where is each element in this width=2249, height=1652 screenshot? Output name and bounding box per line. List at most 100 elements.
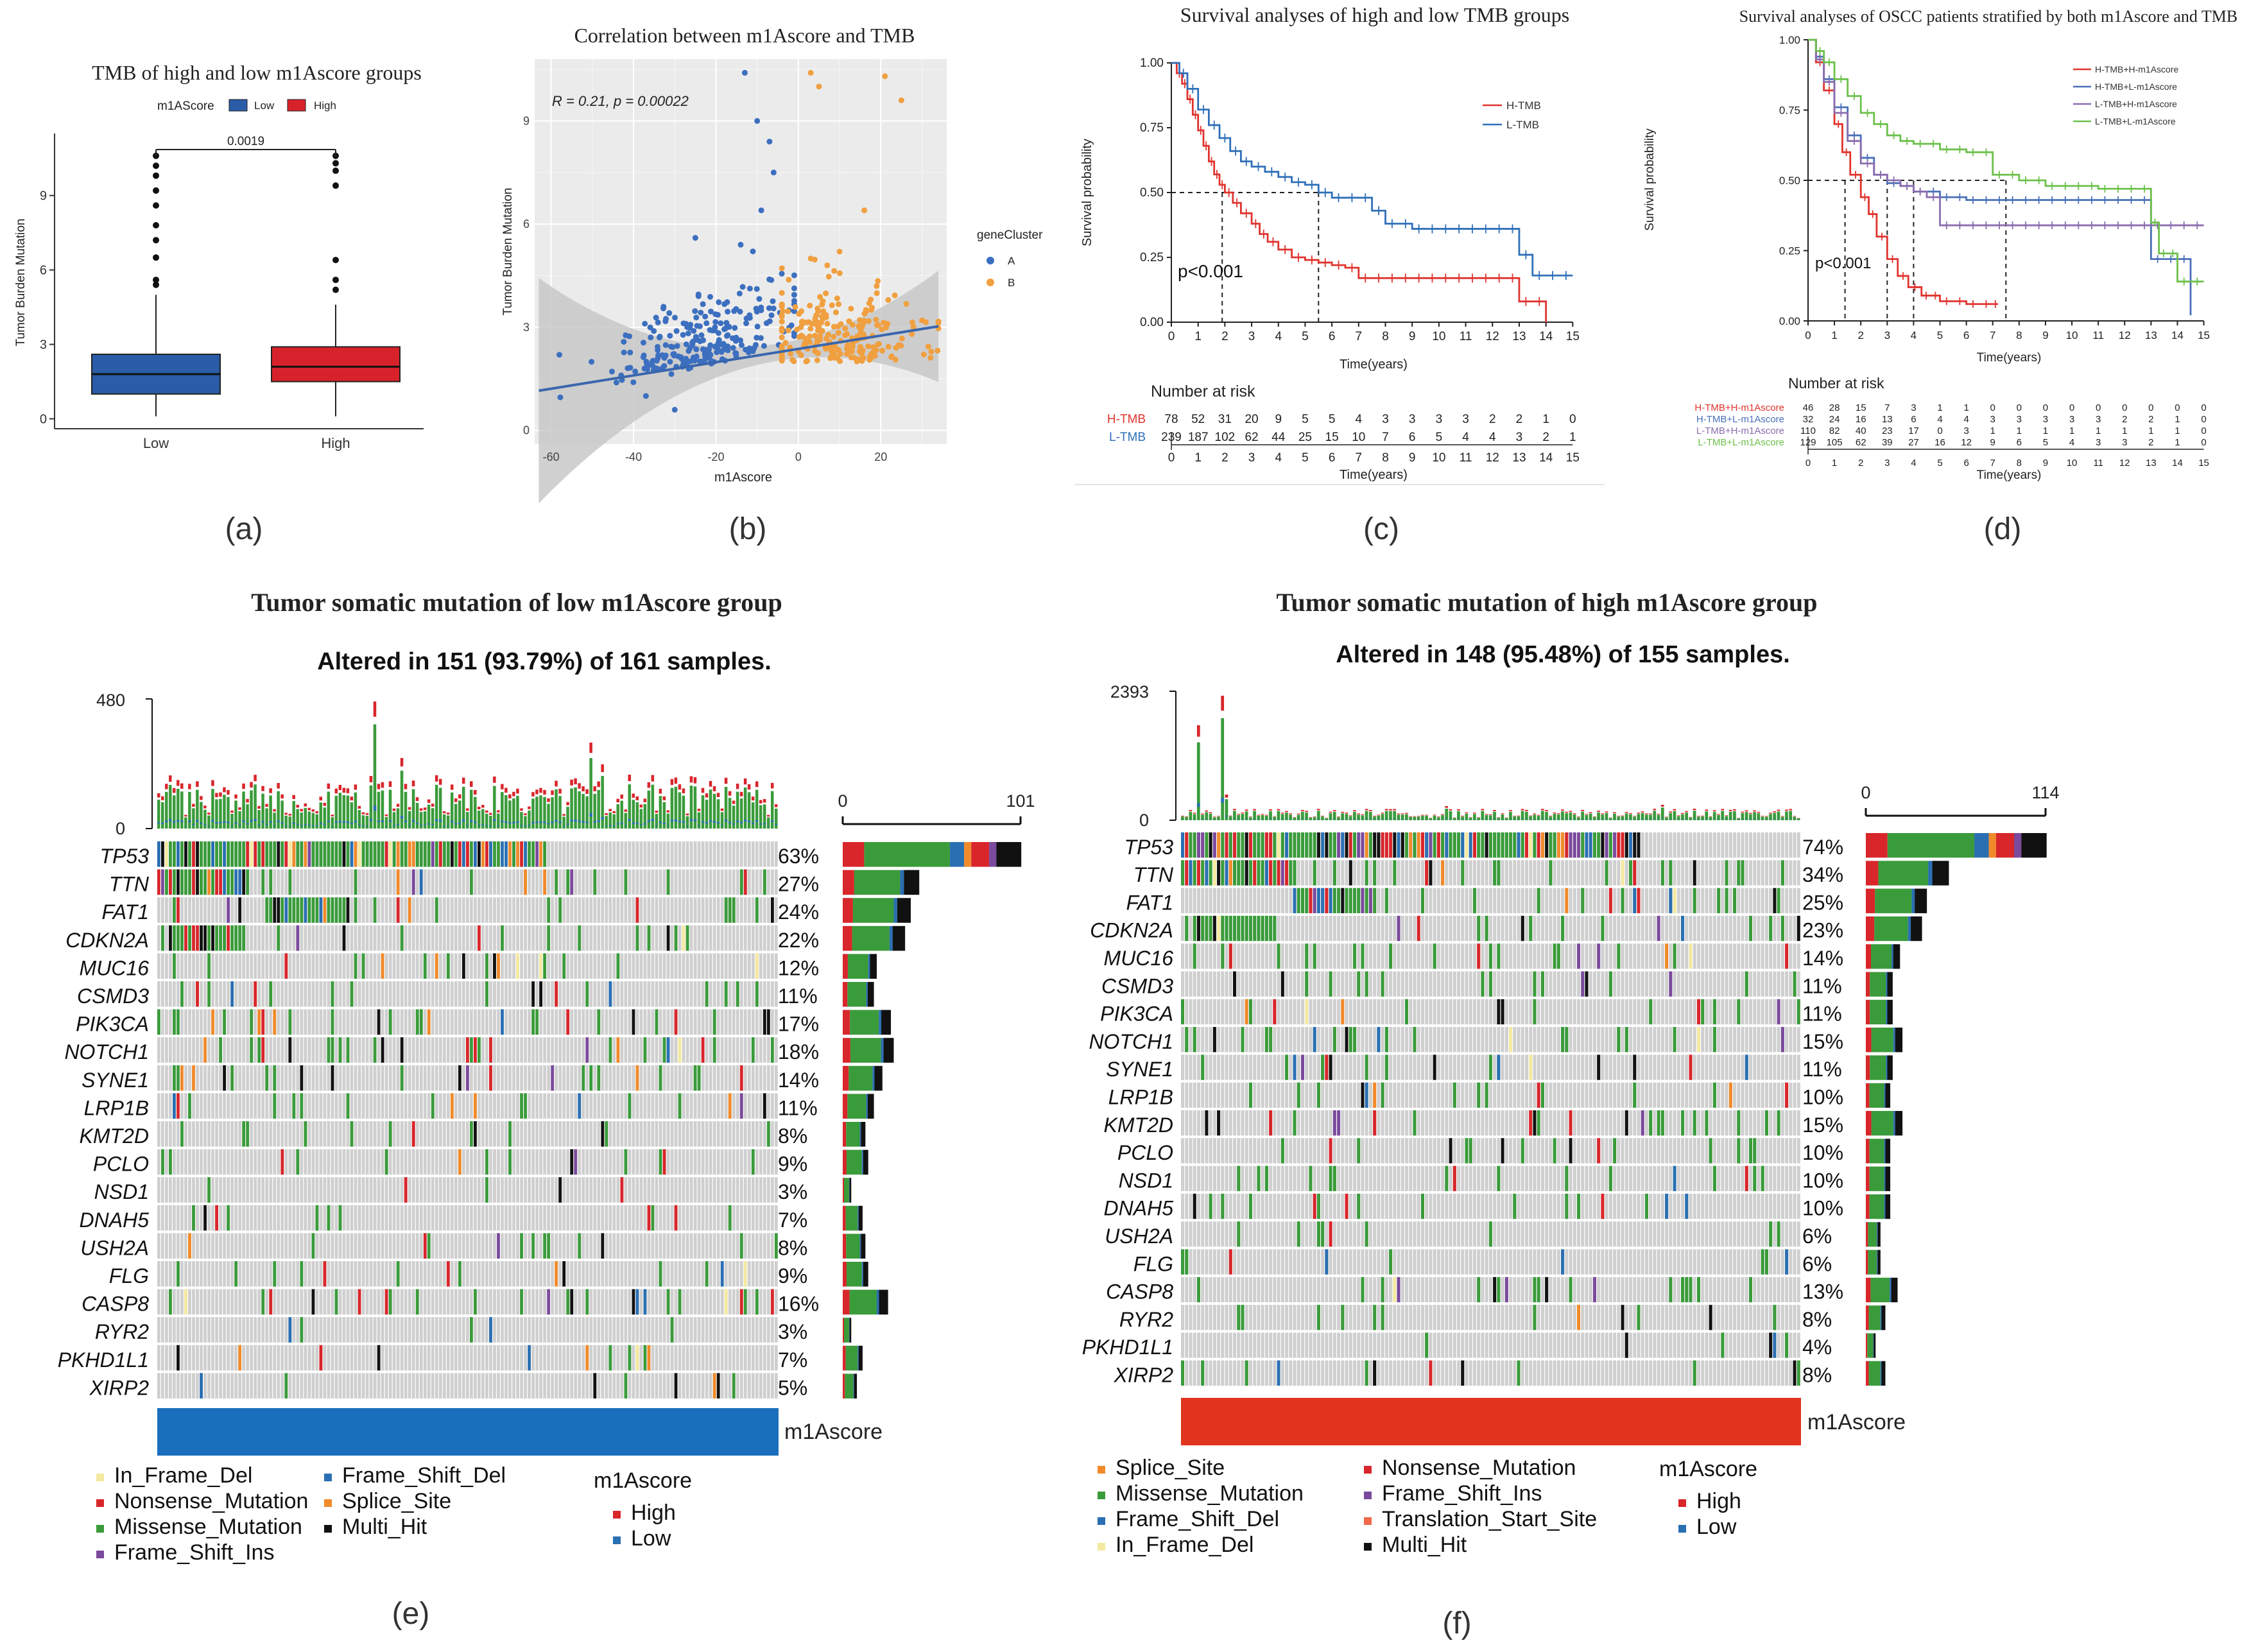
grid-cell	[555, 897, 558, 923]
risk-xtick-label: 0	[1168, 451, 1175, 465]
grid-cell	[689, 1037, 693, 1063]
legend-label: H-TMB+H-m1Ascore	[2095, 64, 2179, 74]
grid-cell	[242, 1261, 246, 1287]
grid-cell	[435, 1205, 438, 1231]
panel-e-subtitle: Altered in 151 (93.79%) of 161 samples.	[317, 648, 771, 675]
tmb-bar-segment	[774, 824, 778, 825]
grid-cell	[223, 1037, 227, 1063]
grid-cell	[438, 1009, 442, 1035]
grid-cell	[350, 1261, 354, 1287]
point-B	[836, 248, 843, 255]
tmb-bar-segment	[759, 805, 763, 829]
grid-cell	[635, 1037, 639, 1063]
grid-cell	[207, 1065, 211, 1091]
grid-cell	[200, 1317, 203, 1343]
grid-cell	[759, 1205, 763, 1231]
grid-cell	[323, 1065, 327, 1091]
grid-cell	[551, 1233, 555, 1259]
grid-cell	[709, 1121, 712, 1147]
tmb-bar-segment	[277, 783, 280, 789]
grid-cell	[307, 981, 311, 1007]
grid-cell	[558, 1345, 562, 1371]
grid-cell	[334, 1317, 338, 1343]
grid-cell	[639, 841, 643, 867]
mutation-cell	[666, 925, 670, 951]
grid-cell	[411, 897, 415, 923]
grid-cell	[608, 1261, 612, 1287]
mutation-cell	[458, 841, 461, 867]
grid-cell	[531, 1289, 535, 1315]
grid-cell	[334, 1373, 338, 1398]
xtick-label: 13	[2145, 329, 2157, 341]
grid-cell	[489, 1009, 492, 1035]
tmb-bar-segment	[304, 807, 307, 829]
grid-cell	[277, 1233, 280, 1259]
grid-cell	[574, 1205, 578, 1231]
grid-cell	[342, 1177, 346, 1203]
grid-cell	[751, 1205, 755, 1231]
mutation-cell	[223, 869, 227, 895]
grid-cell	[242, 1065, 246, 1091]
grid-cell	[230, 1317, 234, 1343]
point-B	[804, 357, 811, 364]
grid-cell	[334, 1149, 338, 1175]
point-B	[786, 277, 792, 283]
grid-cell	[384, 953, 388, 979]
grid-cell	[219, 1233, 223, 1259]
tmb-bar-segment	[227, 796, 230, 829]
grid-cell	[582, 1093, 585, 1119]
point-B	[829, 302, 835, 309]
grid-cell	[493, 1261, 496, 1287]
grid-cell	[165, 925, 168, 951]
grid-cell	[196, 1317, 199, 1343]
grid-cell	[203, 1317, 207, 1343]
grid-cell	[662, 1289, 666, 1315]
grid-cell	[628, 1009, 632, 1035]
grid-cell	[582, 1205, 585, 1231]
grid-cell	[701, 981, 705, 1007]
grid-cell	[161, 1317, 164, 1343]
grid-cell	[196, 953, 199, 979]
point-A	[685, 348, 692, 354]
grid-cell	[284, 1345, 288, 1371]
mutation-cell	[396, 841, 400, 867]
grid-cell	[662, 981, 666, 1007]
grid-cell	[192, 981, 195, 1007]
grid-cell	[377, 1317, 381, 1343]
grid-cell	[682, 1205, 685, 1231]
grid-cell	[736, 1233, 739, 1259]
grid-cell	[531, 1373, 535, 1398]
risk-xtick-label: 12	[1486, 451, 1499, 465]
point-B	[823, 336, 830, 342]
grid-cell	[254, 1121, 257, 1147]
grid-cell	[292, 925, 296, 951]
point-A	[714, 349, 720, 356]
grid-cell	[481, 953, 485, 979]
tmb-bar-segment	[261, 793, 264, 829]
grid-cell	[566, 1177, 570, 1203]
grid-cell	[766, 925, 770, 951]
grid-cell	[327, 1317, 331, 1343]
grid-cell	[531, 1149, 535, 1175]
mutation-cell	[461, 841, 465, 867]
grid-cell	[384, 981, 388, 1007]
grid-cell	[361, 1065, 365, 1091]
point-B	[779, 334, 785, 341]
grid-cell	[608, 1121, 612, 1147]
grid-cell	[377, 1261, 381, 1287]
grid-cell	[705, 1289, 709, 1315]
grid-cell	[732, 1121, 736, 1147]
grid-cell	[535, 1289, 539, 1315]
grid-cell	[682, 1373, 685, 1398]
mutation-cell	[169, 869, 172, 895]
xtick-label: 1	[1194, 330, 1202, 343]
grid-cell	[200, 1037, 203, 1063]
grid-cell	[373, 1261, 377, 1287]
grid-cell	[766, 1149, 770, 1175]
point-A	[621, 339, 627, 345]
grid-cell	[250, 1317, 254, 1343]
grid-cell	[230, 1177, 234, 1203]
grid-cell	[415, 1065, 419, 1091]
grid-cell	[288, 1065, 292, 1091]
grid-cell	[265, 925, 269, 951]
